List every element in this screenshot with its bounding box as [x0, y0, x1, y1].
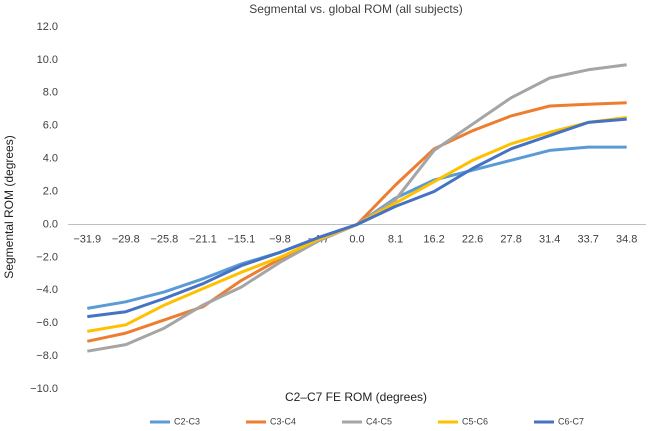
- chart-title: Segmental vs. global ROM (all subjects): [249, 2, 462, 16]
- series-line: [87, 117, 627, 319]
- x-tick-label: 33.7: [577, 233, 598, 245]
- y-axis-title: Segmental ROM (degrees): [2, 135, 16, 278]
- y-tick-label: 0.0: [43, 218, 58, 230]
- legend-label: C6-C7: [558, 416, 584, 426]
- y-tick-label: 4.0: [43, 153, 58, 165]
- y-tick-label: 2.0: [43, 185, 58, 197]
- x-tick-label: 31.4: [539, 233, 560, 245]
- x-tick-label: 8.1: [388, 233, 403, 245]
- y-tick-label: 10.0: [37, 54, 58, 66]
- x-tick-label: 34.8: [616, 233, 637, 245]
- x-tick-label: −31.9: [73, 233, 101, 245]
- legend-label: C5-C6: [462, 416, 488, 426]
- legend-label: C3-C4: [270, 416, 296, 426]
- x-tick-label: −15.1: [227, 233, 255, 245]
- legend-label: C2-C3: [174, 416, 200, 426]
- legend-label: C4-C5: [366, 416, 392, 426]
- y-tick-label: 8.0: [43, 87, 58, 99]
- x-tick-label: 27.8: [500, 233, 521, 245]
- y-tick-label: 12.0: [37, 21, 58, 33]
- x-tick-label: −9.8: [269, 233, 291, 245]
- y-tick-label: −10.0: [30, 383, 58, 395]
- x-tick-label: 22.6: [462, 233, 483, 245]
- x-tick-label: −25.8: [150, 233, 178, 245]
- y-tick-label: −2.0: [36, 251, 58, 263]
- x-tick-label: 16.2: [423, 233, 444, 245]
- x-tick-label: −21.1: [189, 233, 217, 245]
- y-tick-label: 6.0: [43, 120, 58, 132]
- x-tick-label: −29.8: [112, 233, 140, 245]
- y-tick-label: −8.0: [36, 350, 58, 362]
- y-tick-label: −6.0: [36, 317, 58, 329]
- series-line: [87, 145, 627, 310]
- x-axis-title: C2–C7 FE ROM (degrees): [285, 390, 427, 404]
- y-tick-label: −4.0: [36, 284, 58, 296]
- x-tick-label: 0.0: [349, 233, 364, 245]
